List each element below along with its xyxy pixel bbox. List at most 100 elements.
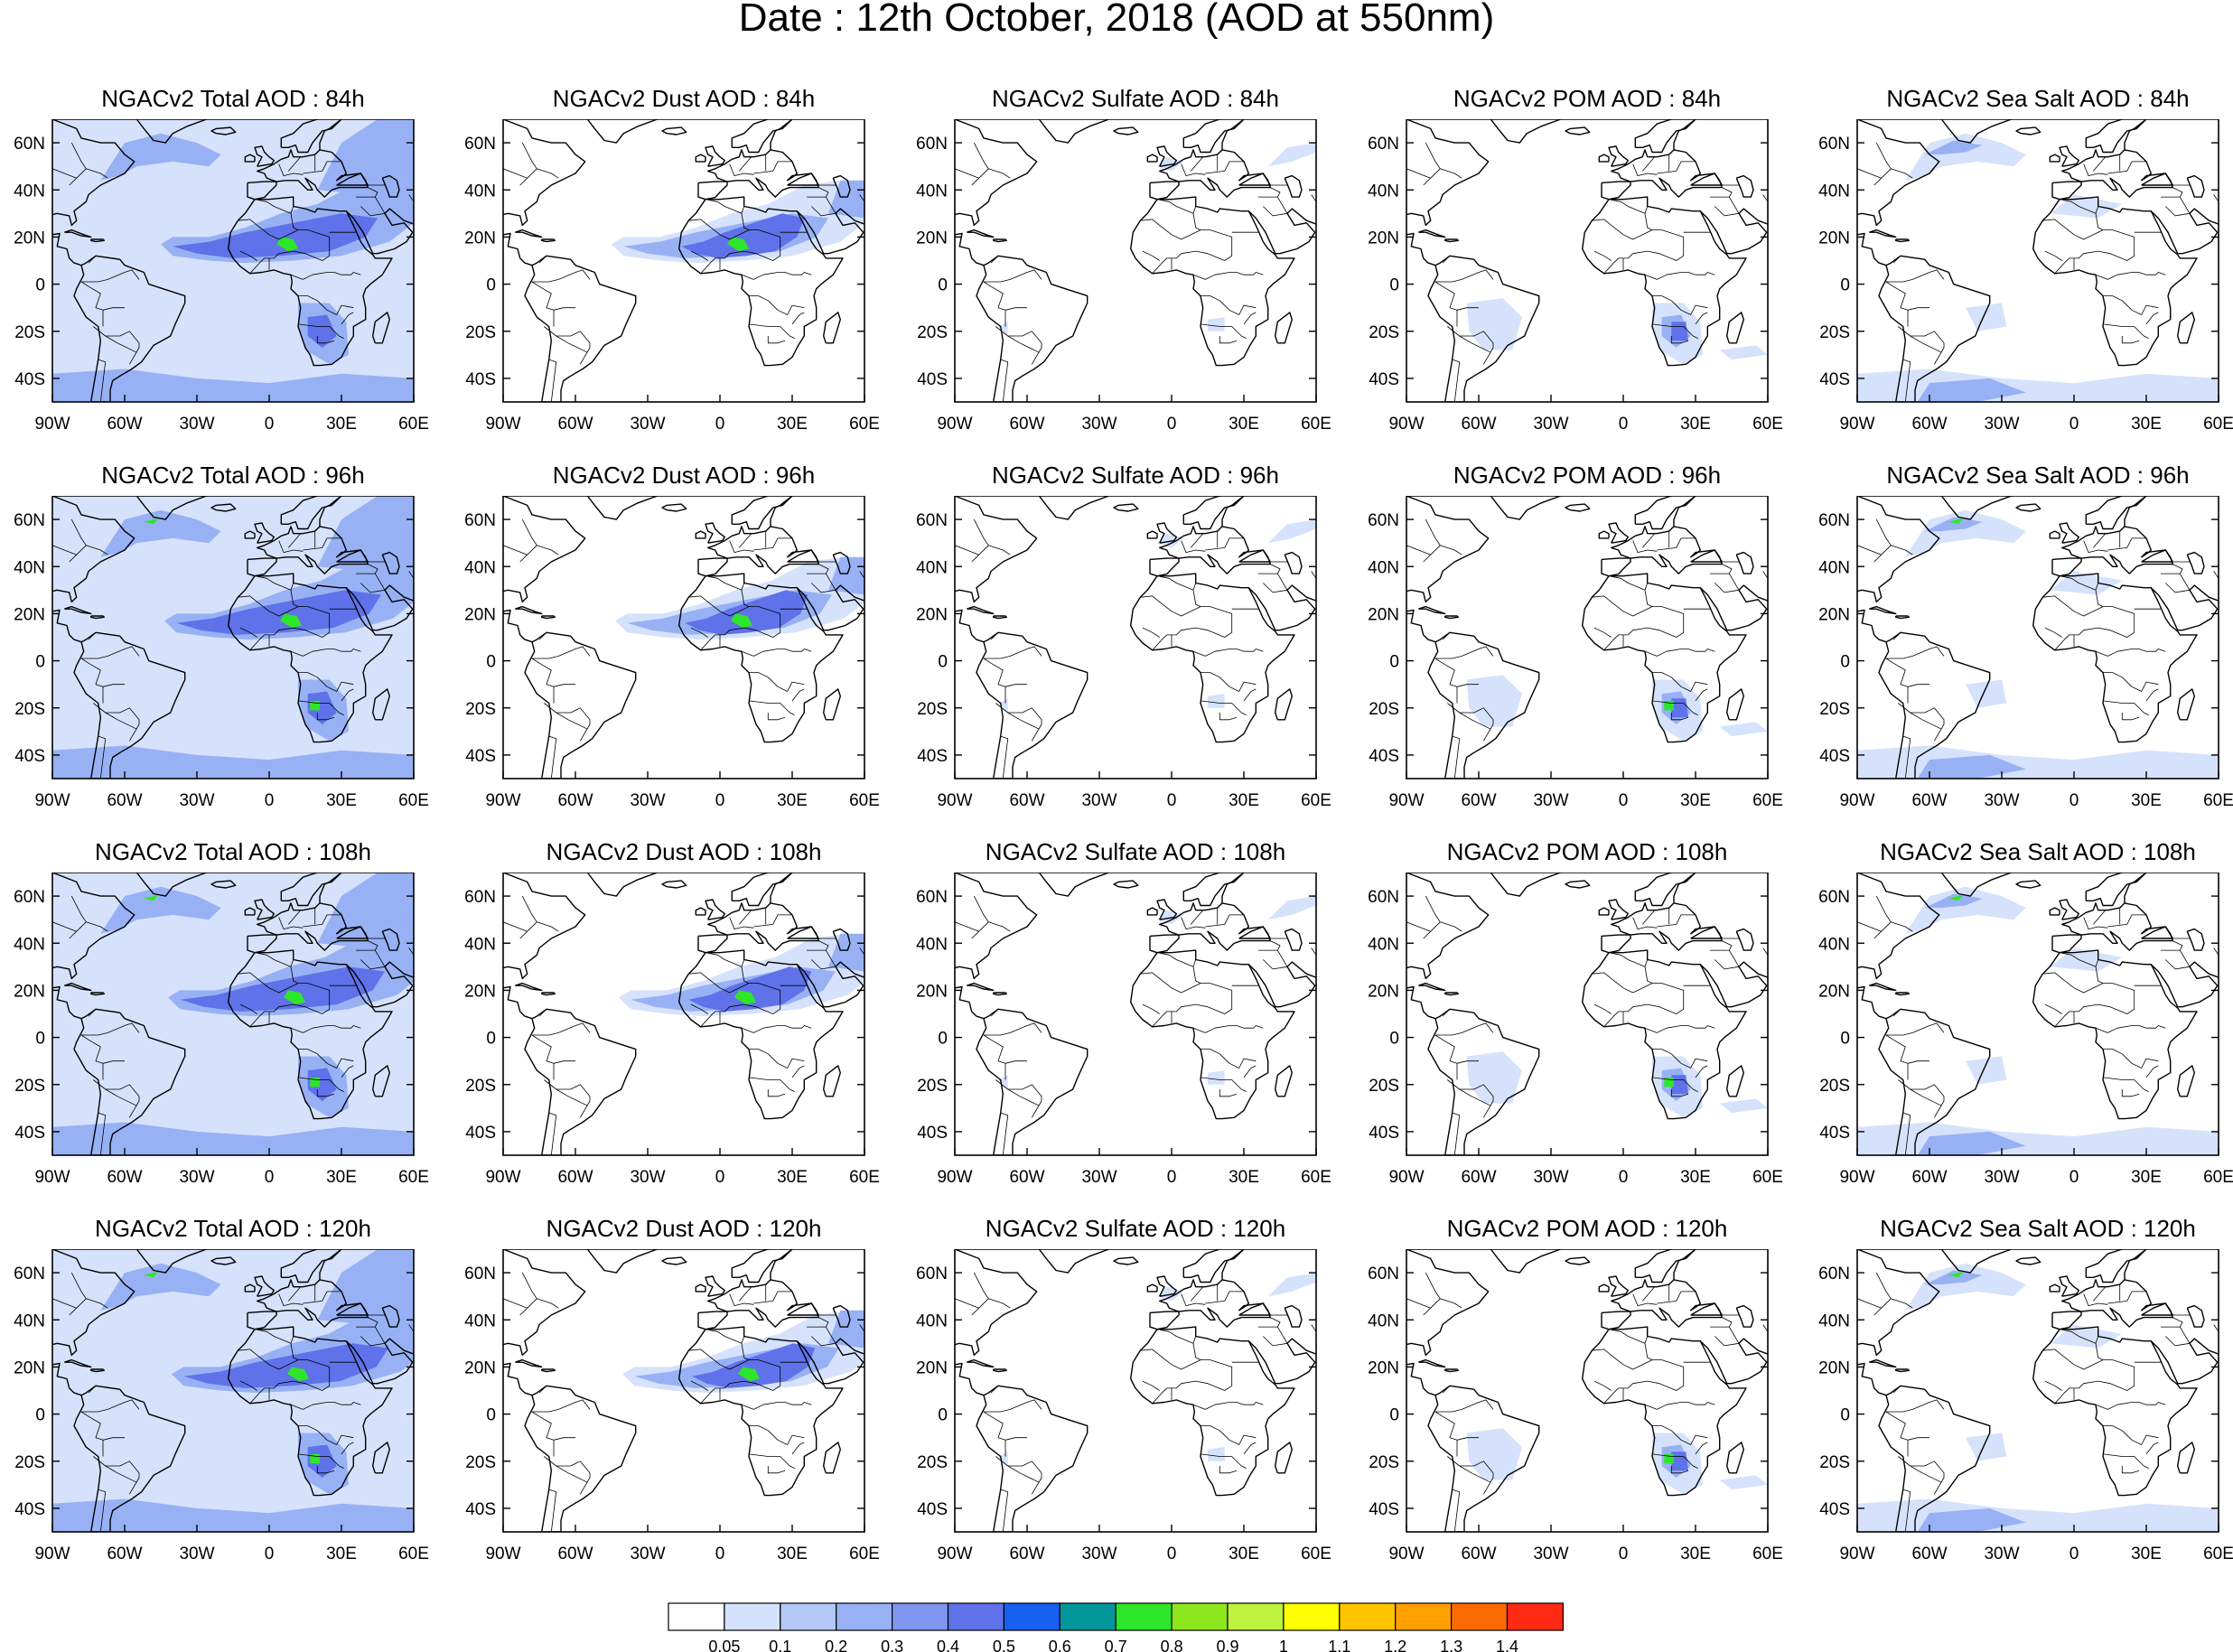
colorbar-label: 0.6 bbox=[1049, 1638, 1071, 1652]
country-border bbox=[700, 1380, 757, 1405]
country-border bbox=[741, 583, 750, 607]
country-border bbox=[1406, 921, 1431, 932]
country-border bbox=[102, 1437, 125, 1441]
coastline bbox=[2015, 880, 2041, 889]
aod-field bbox=[1671, 1075, 1688, 1095]
lon-tick-label: 90W bbox=[1839, 791, 1874, 810]
coastline bbox=[541, 992, 556, 996]
country-border bbox=[1452, 1489, 1461, 1532]
lat-tick-label: 0 bbox=[486, 1406, 496, 1425]
coastline bbox=[2060, 1279, 2126, 1312]
lat-tick-label: 20S bbox=[1819, 1453, 1850, 1472]
country-border bbox=[2161, 187, 2183, 198]
country-border bbox=[859, 194, 864, 202]
lat-tick-label: 60N bbox=[1818, 888, 1850, 907]
lat-tick-label: 40S bbox=[1819, 1500, 1850, 1519]
coastline bbox=[524, 631, 637, 779]
country-border bbox=[971, 168, 1011, 186]
coastline bbox=[1857, 496, 1940, 603]
aod-field bbox=[688, 966, 812, 1012]
country-border bbox=[1200, 323, 1247, 339]
country-border bbox=[1243, 1442, 1257, 1455]
country-border bbox=[1142, 627, 1160, 638]
lon-tick-label: 90W bbox=[937, 415, 972, 434]
country-border bbox=[303, 537, 341, 551]
lon-tick-label: 30E bbox=[326, 415, 357, 434]
coastline bbox=[1146, 907, 1158, 916]
panel-title: NGACv2 Dust AOD : 84h bbox=[552, 85, 816, 112]
country-border bbox=[88, 1386, 97, 1394]
country-border bbox=[791, 1442, 805, 1455]
country-border bbox=[2213, 947, 2219, 956]
country-border bbox=[791, 688, 805, 702]
coastline bbox=[787, 549, 819, 563]
aod-field bbox=[1857, 745, 2219, 779]
country-border bbox=[1276, 949, 1288, 967]
coastline bbox=[1406, 496, 1490, 603]
lon-tick-label: 30E bbox=[1680, 415, 1711, 434]
country-border bbox=[69, 1298, 108, 1316]
country-border bbox=[1000, 359, 1009, 402]
lon-tick-label: 30W bbox=[1984, 415, 2019, 434]
coastline bbox=[706, 526, 771, 559]
country-border bbox=[341, 1065, 354, 1078]
coastline bbox=[64, 605, 92, 615]
country-border bbox=[825, 573, 836, 591]
country-border bbox=[749, 1049, 805, 1069]
lon-tick-label: 60W bbox=[1009, 791, 1044, 810]
map-frame bbox=[954, 496, 1317, 779]
lon-tick-label: 0 bbox=[265, 791, 275, 810]
map-frame bbox=[502, 1249, 865, 1533]
country-border bbox=[955, 1298, 979, 1309]
coastline bbox=[381, 928, 400, 951]
country-border bbox=[1657, 1291, 1696, 1304]
country-border bbox=[1873, 545, 1913, 563]
country-border bbox=[1907, 307, 1929, 311]
lat-tick-label: 60N bbox=[1368, 135, 1399, 154]
country-border bbox=[1898, 703, 1945, 742]
aod-field bbox=[2050, 571, 2123, 595]
country-border bbox=[825, 1326, 836, 1344]
country-border bbox=[1898, 326, 1945, 365]
lon-tick-label: 60E bbox=[1752, 791, 1783, 810]
country-border bbox=[1857, 168, 1882, 179]
country-border bbox=[1644, 649, 1715, 657]
country-border bbox=[1728, 949, 1740, 967]
aod-map-panel: 60N 40N 20N 0 20S 40S 90W 60W 30W 0 30E 60E bbox=[1368, 873, 1783, 1187]
country-border bbox=[290, 1402, 361, 1410]
lat-tick-label: 0 bbox=[1389, 276, 1399, 295]
coastline bbox=[697, 181, 728, 201]
colorbar-swatch bbox=[836, 1602, 893, 1631]
coastline bbox=[1238, 549, 1271, 563]
aod-field bbox=[1267, 1273, 1316, 1297]
country-border bbox=[519, 921, 559, 939]
country-border bbox=[1142, 1380, 1160, 1391]
country-border bbox=[356, 1317, 378, 1328]
country-border bbox=[1651, 1453, 1698, 1469]
country-border bbox=[1603, 1380, 1660, 1405]
lat-tick-label: 20S bbox=[1369, 1453, 1399, 1472]
coastline bbox=[1129, 573, 1295, 743]
country-border bbox=[1902, 359, 1911, 402]
country-border bbox=[1875, 518, 1892, 546]
lat-tick-label: 20S bbox=[465, 1453, 496, 1472]
lon-tick-label: 30W bbox=[179, 415, 214, 434]
coastline bbox=[1406, 985, 1436, 1020]
country-border bbox=[2121, 713, 2140, 721]
country-border bbox=[1276, 1326, 1288, 1344]
coastline bbox=[955, 609, 985, 643]
coastline bbox=[1418, 982, 1446, 992]
coastline bbox=[2186, 928, 2205, 951]
country-border bbox=[2161, 1317, 2183, 1328]
coastline bbox=[1610, 1279, 1675, 1312]
coastline bbox=[832, 551, 851, 574]
panel-title: NGACv2 POM AOD : 84h bbox=[1453, 85, 1722, 112]
aod-field bbox=[1857, 369, 2219, 402]
map-frame bbox=[954, 873, 1317, 1156]
coastline bbox=[1149, 1311, 1180, 1330]
aod-field bbox=[52, 1498, 414, 1532]
coastline bbox=[1895, 615, 1910, 620]
country-border bbox=[503, 1298, 528, 1309]
country-border bbox=[257, 952, 292, 967]
country-border bbox=[1200, 1453, 1247, 1469]
